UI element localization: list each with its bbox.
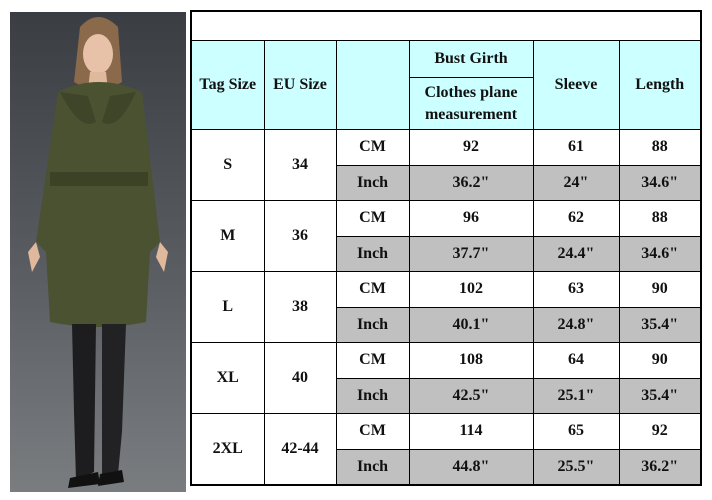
header-eu-size: EU Size — [263, 40, 337, 130]
header-bust-sub: Clothes plane measurement — [408, 77, 534, 130]
header-sleeve: Sleeve — [532, 40, 620, 130]
bust-inch-cell: 44.8" — [408, 448, 534, 486]
size-chart-table: Tag Size EU Size Bust Girth Sleeve Lengt… — [190, 10, 702, 486]
bust-cm-cell: 114 — [408, 413, 534, 450]
unit-inch-cell: Inch — [335, 377, 410, 414]
bust-inch-cell: 37.7" — [408, 235, 534, 272]
size-row-cm: M 36 CM 96 62 88 — [190, 200, 702, 272]
length-cm-cell: 88 — [618, 129, 702, 166]
sleeve-inch-cell: 24.4" — [532, 235, 620, 272]
sleeve-inch-cell: 24.8" — [532, 306, 620, 343]
tag-size-cell: 2XL — [190, 413, 265, 486]
model-in-olive-coat-image — [28, 17, 168, 488]
sleeve-inch-cell: 25.5" — [532, 448, 620, 486]
unit-inch-cell: Inch — [335, 164, 410, 201]
bust-cm-cell: 102 — [408, 271, 534, 308]
sleeve-inch-cell: 25.1" — [532, 377, 620, 414]
header-tag-size: Tag Size — [190, 40, 265, 130]
eu-size-cell: 34 — [263, 129, 337, 201]
size-row-inch: Inch 44.8" 25.5" 36.2" — [191, 448, 702, 486]
unit-cm-cell: CM — [335, 200, 410, 237]
unit-inch-cell: Inch — [335, 306, 410, 343]
length-inch-cell: 36.2" — [618, 448, 702, 486]
unit-cm-cell: CM — [335, 342, 410, 379]
header-unit — [335, 40, 410, 130]
tag-size-cell: M — [190, 200, 265, 272]
unit-cm-cell: CM — [335, 413, 410, 450]
sleeve-cm-cell: 63 — [532, 271, 620, 308]
tag-size-cell: S — [190, 129, 265, 201]
header-bust-girth: Bust Girth — [408, 39, 534, 79]
length-cm-cell: 90 — [618, 342, 702, 379]
eu-size-cell: 38 — [263, 271, 337, 343]
length-cm-cell: 88 — [618, 200, 702, 237]
sleeve-cm-cell: 61 — [532, 129, 620, 166]
header-length: Length — [618, 40, 702, 130]
bust-cm-cell: 108 — [408, 342, 534, 379]
bust-cm-cell: 92 — [408, 129, 534, 166]
blank-title-row — [190, 10, 702, 41]
sleeve-cm-cell: 62 — [532, 200, 620, 237]
length-inch-cell: 34.6" — [618, 235, 702, 272]
length-cm-cell: 92 — [618, 413, 702, 450]
bust-inch-cell: 40.1" — [408, 306, 534, 343]
size-row-inch: Inch 36.2" 24" 34.6" — [191, 164, 702, 201]
header-row: Tag Size EU Size Bust Girth Sleeve Lengt… — [190, 39, 702, 130]
tag-size-cell: L — [190, 271, 265, 343]
size-row-inch: Inch 40.1" 24.8" 35.4" — [191, 306, 702, 343]
size-row-inch: Inch 42.5" 25.1" 35.4" — [191, 377, 702, 414]
length-inch-cell: 35.4" — [618, 377, 702, 414]
tag-size-cell: XL — [190, 342, 265, 414]
bust-inch-cell: 42.5" — [408, 377, 534, 414]
unit-inch-cell: Inch — [335, 235, 410, 272]
model-photo — [10, 12, 186, 492]
unit-inch-cell: Inch — [335, 448, 410, 486]
sleeve-cm-cell: 65 — [532, 413, 620, 450]
size-row-cm: L 38 CM 102 63 90 — [190, 271, 702, 343]
bust-cm-cell: 96 — [408, 200, 534, 237]
length-cm-cell: 90 — [618, 271, 702, 308]
size-row-cm: S 34 CM 92 61 88 — [190, 129, 702, 201]
bust-inch-cell: 36.2" — [408, 164, 534, 201]
length-inch-cell: 35.4" — [618, 306, 702, 343]
sleeve-inch-cell: 24" — [532, 164, 620, 201]
length-inch-cell: 34.6" — [618, 164, 702, 201]
eu-size-cell: 42-44 — [263, 413, 337, 486]
sleeve-cm-cell: 64 — [532, 342, 620, 379]
size-row-inch: Inch 37.7" 24.4" 34.6" — [191, 235, 702, 272]
unit-cm-cell: CM — [335, 271, 410, 308]
eu-size-cell: 36 — [263, 200, 337, 272]
eu-size-cell: 40 — [263, 342, 337, 414]
unit-cm-cell: CM — [335, 129, 410, 166]
size-row-cm: 2XL 42-44 CM 114 65 92 — [190, 413, 702, 486]
size-row-cm: XL 40 CM 108 64 90 — [190, 342, 702, 414]
